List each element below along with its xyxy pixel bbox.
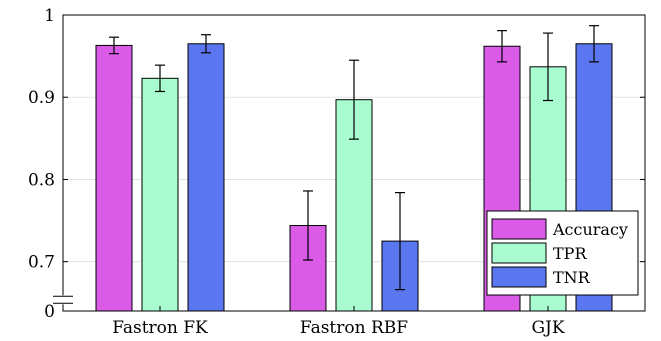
y-tick-label: 0 bbox=[44, 302, 55, 322]
y-tick-label: 0.7 bbox=[28, 253, 55, 273]
bars bbox=[95, 43, 613, 312]
category-label: Fastron FK bbox=[112, 318, 208, 338]
axis-break-gap bbox=[53, 295, 73, 305]
y-axis: 0 0.7 0.8 0.9 1 bbox=[28, 6, 645, 322]
category-label: Fastron RBF bbox=[300, 318, 408, 338]
error-bars bbox=[109, 25, 599, 291]
legend-label: TNR bbox=[553, 268, 591, 287]
y-tick-label: 0.8 bbox=[28, 170, 55, 190]
legend: Accuracy TPR TNR bbox=[486, 210, 639, 296]
bar bbox=[187, 43, 225, 312]
bar bbox=[95, 44, 133, 312]
legend-label: Accuracy bbox=[552, 220, 628, 239]
legend-swatch bbox=[491, 266, 547, 288]
x-axis: Fastron FK Fastron RBF GJK bbox=[112, 306, 565, 338]
legend-swatch bbox=[491, 242, 547, 264]
bar bbox=[141, 77, 179, 312]
category-label: GJK bbox=[531, 318, 564, 338]
y-tick-label: 1 bbox=[44, 6, 55, 26]
y-tick-label: 0.9 bbox=[28, 88, 55, 108]
legend-label: TPR bbox=[553, 244, 587, 263]
legend-swatch bbox=[491, 218, 547, 240]
